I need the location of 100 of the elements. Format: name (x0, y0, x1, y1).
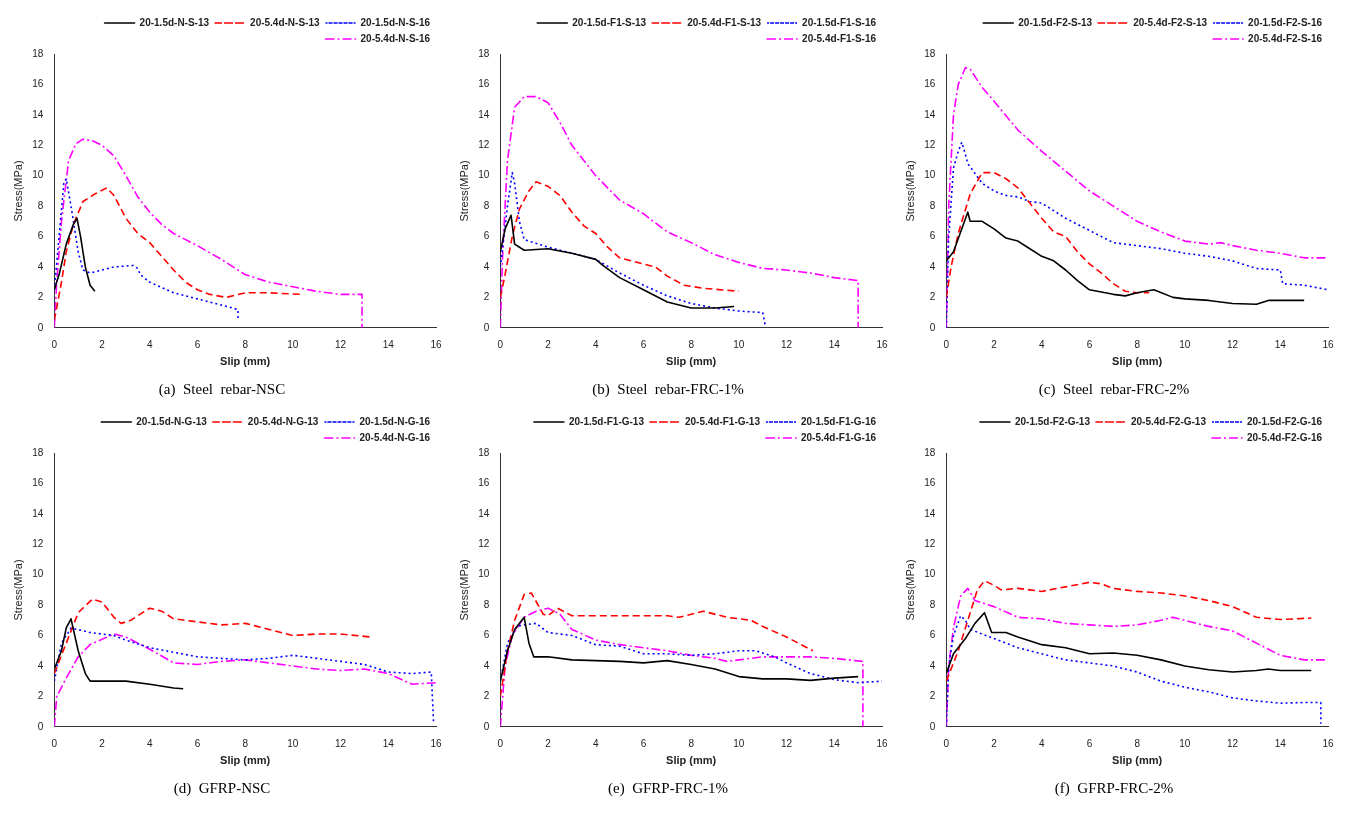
y-tick-label: 14 (32, 507, 44, 519)
x-tick-label: 8 (242, 737, 249, 749)
x-tick-label: 8 (1134, 737, 1141, 749)
text: (d) GFRP-NSC (173, 779, 271, 797)
x-tick-label: 6 (194, 737, 201, 749)
y-axis-title: Stress(MPa) (457, 160, 470, 222)
y-tick-label: 12 (32, 139, 44, 151)
legend-label: 20-5.4d-N-G-13 (247, 415, 319, 427)
y-tick-label: 0 (37, 720, 44, 732)
y-tick-label: 10 (924, 169, 936, 181)
legend-label: 20-1.5d-F1-G-13 (568, 415, 645, 427)
y-tick-label: 16 (924, 78, 936, 90)
y-tick-label: 4 (37, 659, 44, 671)
legend-label: 20-1.5d-N-G-16 (359, 415, 431, 427)
y-tick-label: 6 (37, 629, 44, 641)
y-tick-label: 0 (37, 321, 44, 333)
legend-label: 20-1.5d-F2-G-13 (1014, 415, 1091, 427)
legend-label: 20-5.4d-F1-S-16 (802, 32, 877, 44)
x-axis-title: Slip (mm) (220, 355, 271, 368)
x-tick-label: 2 (545, 338, 552, 350)
y-tick-label: 16 (478, 78, 490, 90)
line-series (500, 607, 864, 727)
legend-label: 20-1.5d-F1-S-13 (572, 16, 647, 28)
line-series (54, 138, 363, 328)
x-tick-label: 10 (1179, 737, 1191, 749)
x-tick-label: 16 (430, 338, 442, 350)
y-tick-label: 18 (478, 446, 490, 458)
y-tick-label: 6 (483, 230, 490, 242)
legend-label: 20-5.4d-N-G-16 (359, 431, 431, 443)
x-tick-label: 8 (688, 338, 695, 350)
y-tick-label: 16 (32, 477, 44, 489)
x-tick-label: 2 (99, 338, 106, 350)
y-tick-label: 12 (32, 538, 44, 550)
legend-label: 20-1.5d-F1-G-16 (800, 415, 877, 427)
y-tick-label: 6 (929, 629, 936, 641)
x-tick-label: 6 (1086, 737, 1093, 749)
text: (e) GFRP-FRC-1% (607, 779, 729, 797)
x-tick-label: 0 (943, 338, 950, 350)
legend-label: 20-1.5d-F2-S-16 (1248, 16, 1323, 28)
x-tick-label: 4 (146, 737, 153, 749)
x-tick-label: 10 (287, 338, 299, 350)
legend-label: 20-5.4d-N-S-16 (360, 32, 431, 44)
x-tick-label: 14 (1274, 338, 1287, 350)
y-tick-label: 4 (483, 659, 490, 671)
y-tick-label: 12 (478, 538, 490, 550)
x-tick-label: 12 (1227, 737, 1239, 749)
x-tick-label: 10 (1179, 338, 1191, 350)
x-tick-label: 0 (51, 737, 58, 749)
y-tick-label: 6 (37, 230, 44, 242)
x-tick-label: 16 (876, 338, 888, 350)
x-axis-title: Slip (mm) (666, 754, 717, 767)
legend-label: 20-1.5d-F2-S-13 (1018, 16, 1093, 28)
x-tick-label: 4 (592, 338, 599, 350)
x-tick-label: 10 (733, 737, 745, 749)
x-tick-label: 6 (1086, 338, 1093, 350)
x-tick-label: 12 (1227, 338, 1239, 350)
y-tick-label: 2 (929, 291, 936, 303)
legend-label: 20-5.4d-F2-G-16 (1246, 431, 1323, 443)
y-tick-label: 8 (929, 598, 936, 610)
x-tick-label: 4 (592, 737, 599, 749)
legend-label: 20-5.4d-F1-G-13 (684, 415, 761, 427)
y-tick-label: 0 (929, 321, 936, 333)
x-tick-label: 16 (1322, 737, 1334, 749)
y-tick-label: 14 (478, 507, 490, 519)
y-tick-label: 6 (483, 629, 490, 641)
x-tick-label: 10 (287, 737, 299, 749)
legend-label: 20-1.5d-N-S-13 (139, 16, 210, 28)
text: (f) GFRP-FRC-2% (1054, 779, 1174, 797)
x-tick-label: 4 (1038, 338, 1045, 350)
y-tick-label: 10 (924, 568, 936, 580)
x-tick-label: 6 (640, 737, 647, 749)
x-tick-label: 0 (51, 338, 58, 350)
y-tick-label: 0 (483, 321, 490, 333)
legend-label: 20-1.5d-N-G-13 (136, 415, 208, 427)
x-tick-label: 6 (194, 338, 201, 350)
y-tick-label: 6 (929, 230, 936, 242)
x-tick-label: 12 (335, 338, 347, 350)
y-tick-label: 2 (37, 690, 44, 702)
y-axis-title: Stress(MPa) (11, 160, 24, 222)
x-tick-label: 2 (99, 737, 106, 749)
y-tick-label: 10 (32, 169, 44, 181)
legend-label: 20-5.4d-F2-S-16 (1248, 32, 1323, 44)
text: (b) Steel rebar-FRC-1% (592, 380, 744, 398)
x-tick-label: 0 (497, 338, 504, 350)
x-tick-label: 8 (242, 338, 249, 350)
y-tick-label: 4 (483, 260, 490, 272)
y-tick-label: 14 (924, 108, 936, 120)
x-tick-label: 16 (430, 737, 442, 749)
y-tick-label: 2 (929, 690, 936, 702)
x-tick-label: 16 (876, 737, 888, 749)
y-axis-title: Stress(MPa) (903, 559, 916, 621)
y-tick-label: 12 (924, 538, 936, 550)
x-tick-label: 2 (991, 737, 998, 749)
y-tick-label: 10 (478, 568, 490, 580)
x-tick-label: 14 (382, 338, 395, 350)
y-tick-label: 14 (924, 507, 936, 519)
x-tick-label: 14 (828, 737, 841, 749)
x-tick-label: 10 (733, 338, 745, 350)
x-tick-label: 14 (1274, 737, 1287, 749)
legend-label: 20-5.4d-F1-G-16 (800, 431, 877, 443)
